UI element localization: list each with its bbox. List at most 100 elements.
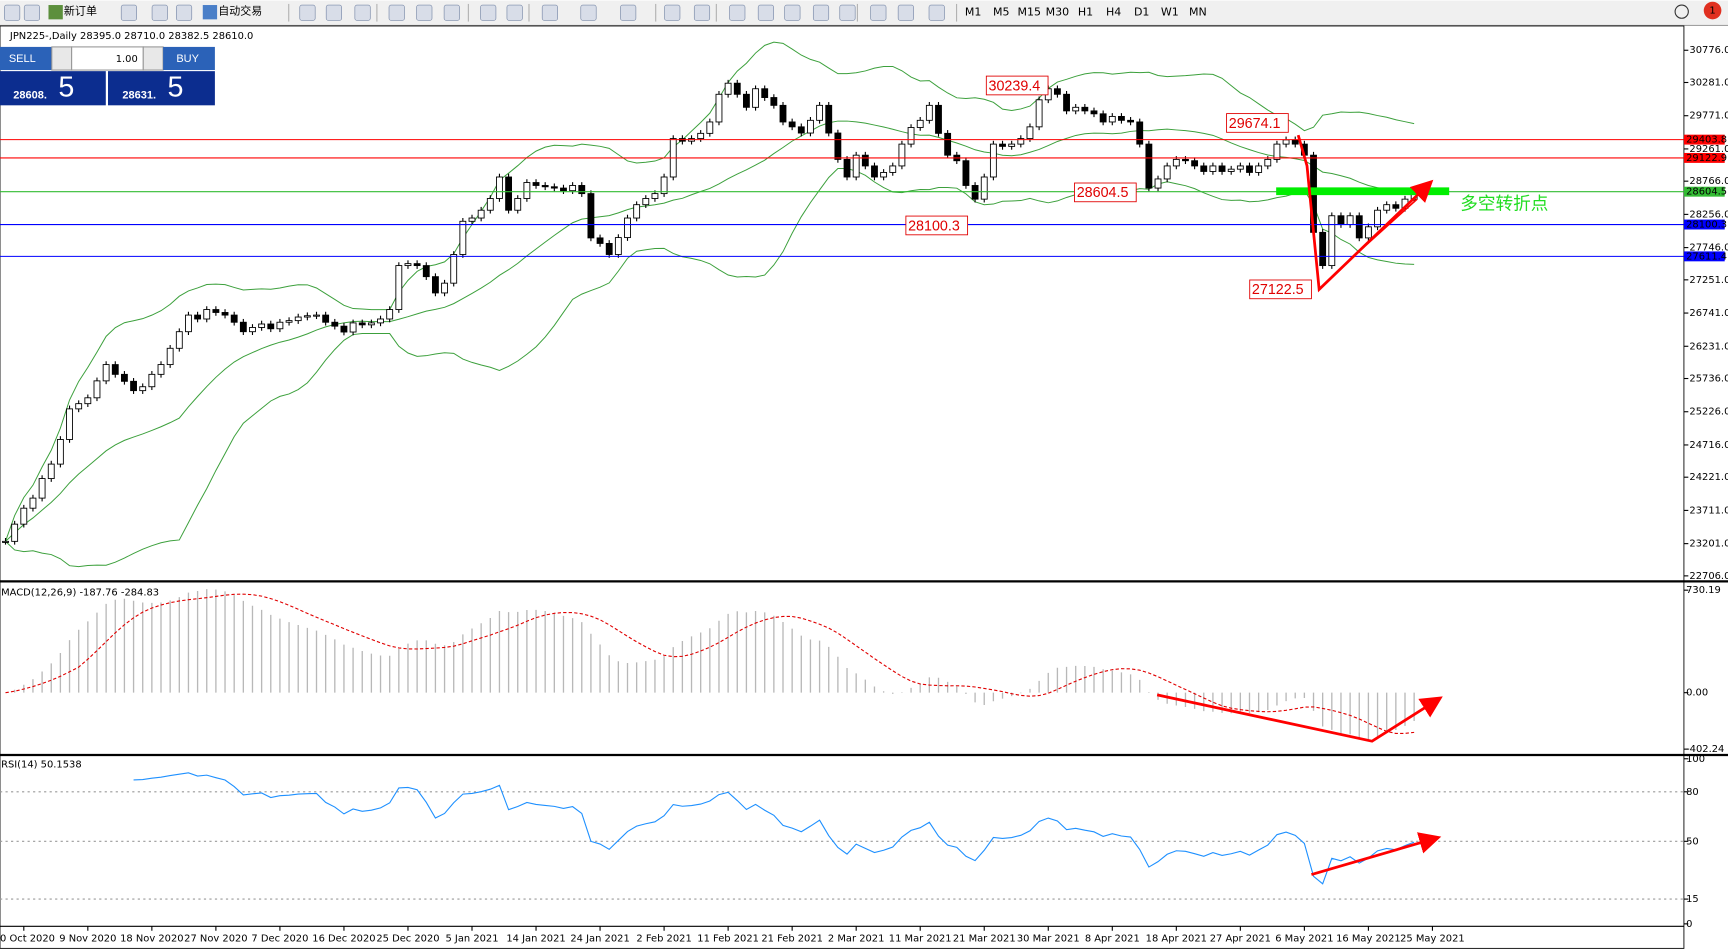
search-icon[interactable] [1674,4,1689,19]
candle [102,364,110,382]
toolbar-icon[interactable] [175,4,193,21]
candle [459,220,467,255]
x-tick-label: 16 Dec 2020 [312,933,375,944]
y-tick-label: 22706.0 [1689,571,1728,582]
toolbar-icon[interactable] [897,4,914,21]
toolbar-button-icon[interactable] [48,5,63,20]
candle [1053,88,1061,95]
timeframe-button[interactable]: M5 [993,6,1010,19]
x-tick-label: 7 Dec 2020 [251,933,308,944]
toolbar-icon[interactable] [151,4,168,21]
sell-price-box[interactable] [0,71,106,106]
x-tick-label: 18 Apr 2021 [1146,933,1207,944]
timeframe-button[interactable]: M15 [1018,6,1042,19]
buy-price-box[interactable] [108,71,215,106]
lot-down[interactable] [51,46,73,71]
x-tick-label: 11 Mar 2021 [889,933,952,944]
candle [111,364,119,375]
sell-button[interactable] [0,46,52,71]
x-tick-label: 0 Oct 2020 [0,933,55,944]
timeframe-button[interactable]: M30 [1046,6,1070,19]
toolbar-icon[interactable] [693,4,711,21]
toolbar-button[interactable]: 自动交易 [218,4,262,18]
toolbar-icon[interactable] [541,4,558,21]
toolbar-icon[interactable] [299,4,316,21]
timeframe-button[interactable]: MN [1189,6,1207,19]
buy-button[interactable] [163,46,215,71]
y-tick-label: 29261.0 [1689,144,1728,155]
timeframe-button[interactable]: H4 [1106,6,1121,19]
candle [834,132,842,160]
candle [1337,215,1345,225]
candle [1218,165,1226,172]
toolbar-icon[interactable] [4,4,21,21]
timeframe-button[interactable]: D1 [1134,6,1150,19]
x-tick-label: 27 Nov 2020 [184,933,247,944]
candle [294,316,302,322]
candle [871,165,878,178]
candle [505,176,513,211]
toolbar-icon[interactable] [416,4,433,21]
candle [779,104,787,123]
timeframe-button[interactable]: M1 [965,6,982,19]
rsi-line [133,772,1415,885]
toolbar-icon[interactable] [757,4,774,21]
y-tick-label: 27746.0 [1689,243,1728,254]
annotation: 28604.5 [1077,185,1129,201]
timeframe-button[interactable]: W1 [1161,6,1179,19]
notification-badge[interactable] [1703,1,1722,20]
toolbar-icon[interactable] [839,4,856,21]
candle [1364,226,1372,239]
candle [258,323,266,328]
candle [11,523,19,542]
annotation-box [985,75,1049,96]
candle [203,309,211,320]
toolbar-icon[interactable] [120,4,137,21]
toolbar-icon[interactable] [664,4,681,21]
candle [331,321,339,327]
toolbar-icon[interactable] [325,4,342,21]
toolbar-icon[interactable] [506,4,523,21]
candle [1355,215,1363,239]
candle [148,373,156,388]
y-tick-label: 25736.0 [1689,374,1728,385]
toolbar-button[interactable]: 新订单 [64,4,97,18]
toolbar-icon[interactable] [443,4,460,21]
candle [1145,143,1153,189]
candle [1246,165,1253,173]
candle [550,186,558,189]
candle [349,322,357,333]
y-tick-label: 25226.0 [1689,407,1728,418]
macd-signal [5,593,1415,734]
candle [532,182,540,186]
annotation: 29674.1 [1229,116,1281,132]
toolbar-icon[interactable] [928,4,945,21]
candle [239,321,247,333]
price-level-tag [1683,134,1725,145]
toolbar-icon[interactable] [388,4,405,21]
toolbar-icon[interactable] [812,4,830,21]
candle [1035,99,1043,128]
candle [1017,138,1025,145]
toolbar-icon[interactable] [620,4,637,21]
candle [1200,165,1208,172]
toolbar-icon[interactable] [354,4,371,21]
lot-up[interactable] [142,46,164,71]
y-tick-label: 28766.0 [1689,176,1728,187]
toolbar-icon[interactable] [23,4,41,21]
candle [706,121,714,134]
candle [377,318,384,324]
notification-count: 1 [1709,6,1715,17]
toolbar-icon[interactable] [784,4,801,21]
candle [139,386,147,392]
candle [276,321,284,330]
toolbar-button-icon[interactable] [202,5,218,20]
chart-frame [0,25,1685,949]
candle [1264,158,1272,167]
toolbar-icon[interactable] [729,4,746,21]
toolbar-icon[interactable] [870,4,887,21]
toolbar-icon[interactable] [580,4,597,21]
timeframe-button[interactable]: H1 [1078,6,1093,19]
toolbar-icon[interactable] [480,4,497,21]
candle [413,263,421,267]
